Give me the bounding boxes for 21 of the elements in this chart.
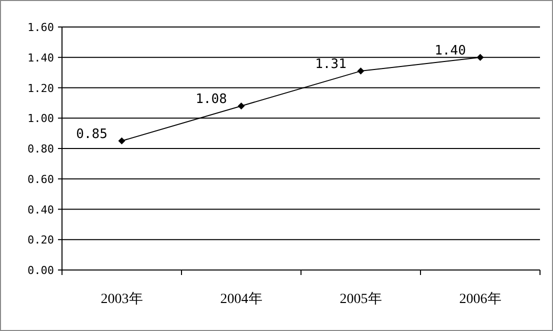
y-tick-label: 1.60 [28, 21, 54, 34]
y-tick-label: 0.80 [28, 142, 54, 156]
y-tick-label: 0.40 [28, 203, 54, 216]
data-label: 0.85 [76, 126, 108, 142]
x-tick-label: 2005年 [340, 291, 382, 307]
data-label: 1.40 [434, 43, 466, 58]
point [238, 102, 245, 110]
point [118, 137, 126, 144]
data-label: 1.08 [196, 92, 227, 107]
y-tick-label: 0.20 [28, 234, 54, 247]
y-tick-label: 1.40 [28, 51, 54, 64]
y-tick-label: 1.00 [28, 112, 54, 126]
data-label: 1.31 [315, 57, 346, 72]
x-tick-label: 2003年 [100, 291, 143, 307]
x-tick-label: 2006年 [459, 291, 502, 307]
point [476, 54, 484, 61]
point [357, 68, 364, 75]
x-tick-label: 2004年 [220, 291, 262, 307]
y-tick-label: 1.20 [28, 82, 54, 95]
y-tick-label: 0.60 [28, 172, 54, 186]
y-tick-label: 0.00 [28, 264, 54, 277]
